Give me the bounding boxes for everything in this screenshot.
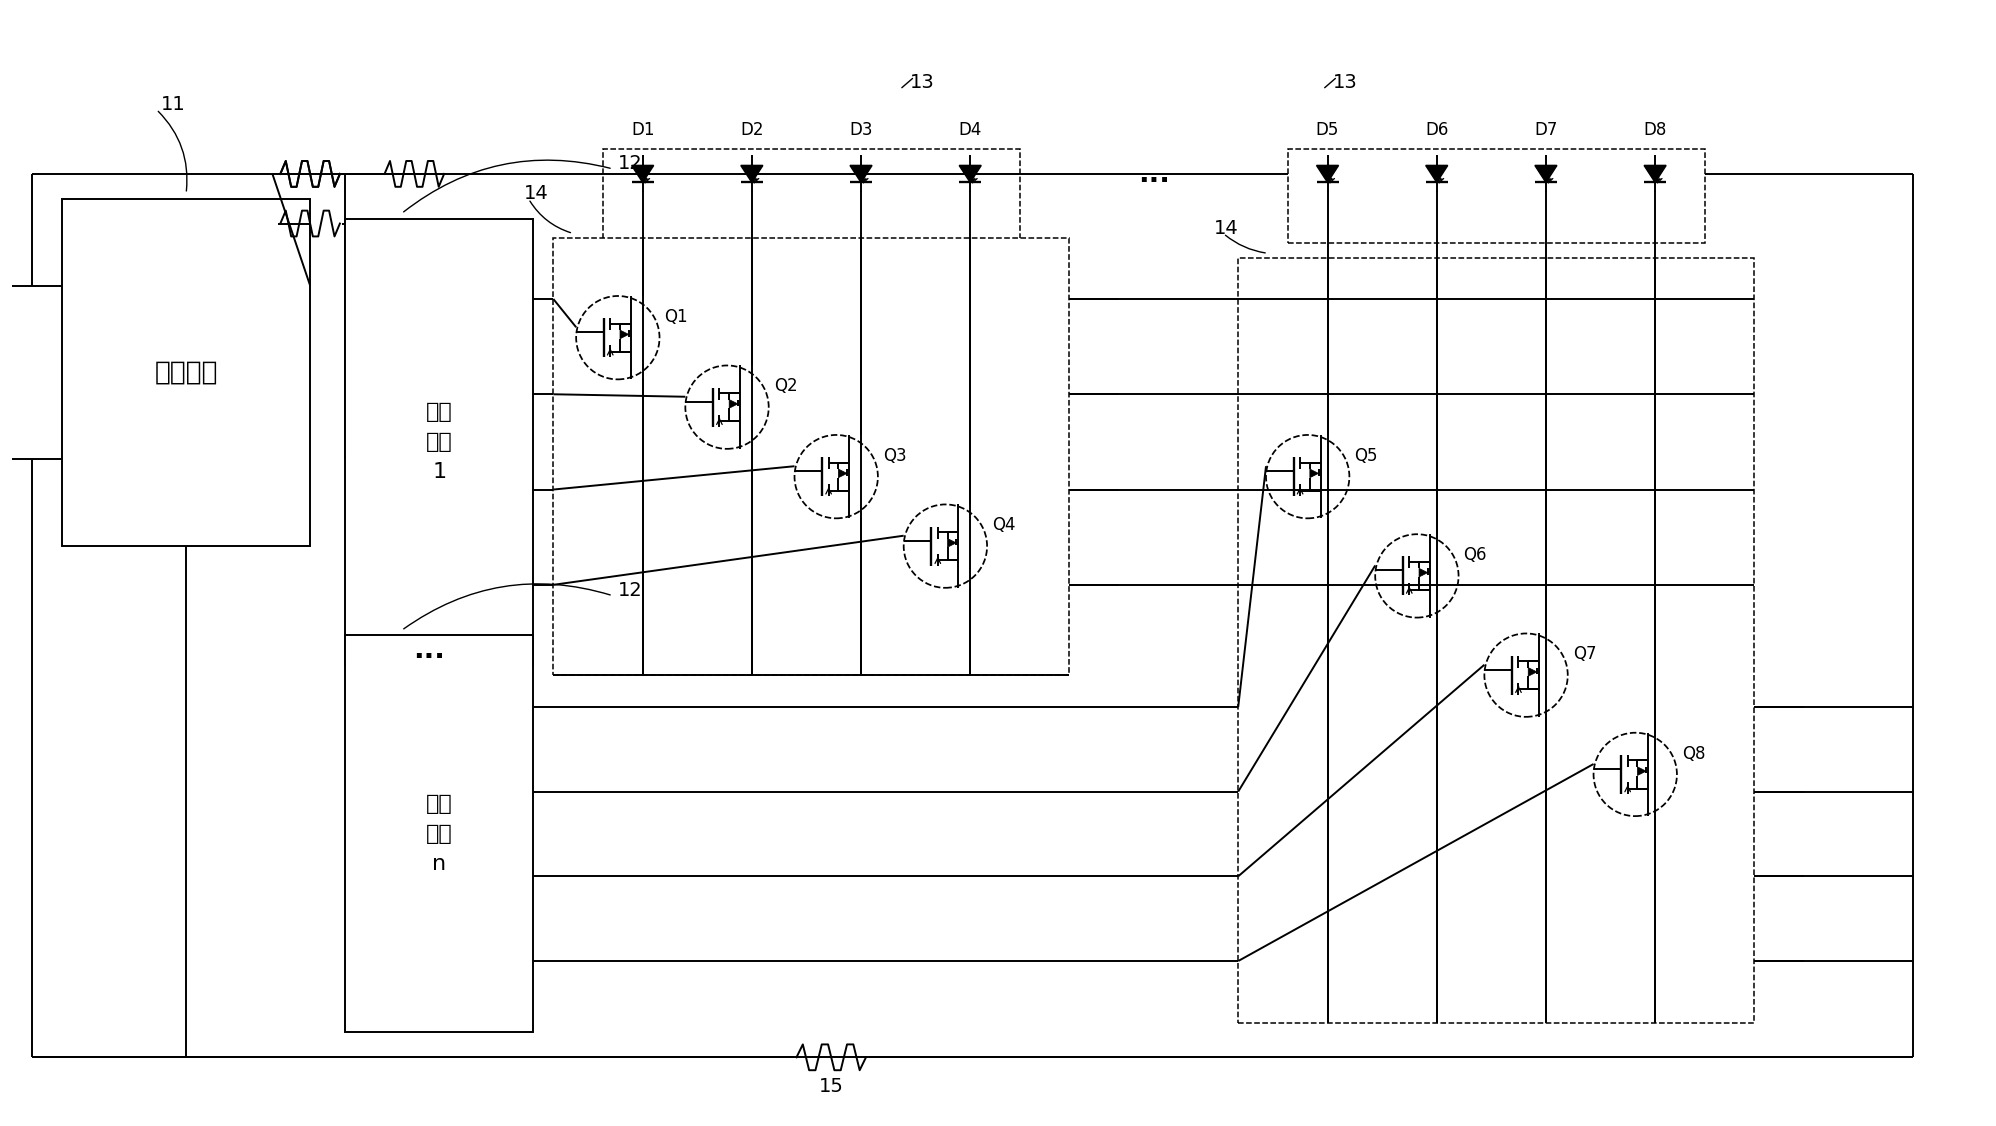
Bar — [345, 635, 533, 1033]
Text: 11: 11 — [162, 95, 186, 114]
Text: ...: ... — [413, 636, 445, 664]
Polygon shape — [1645, 166, 1667, 182]
Polygon shape — [838, 470, 846, 477]
Bar — [345, 218, 533, 665]
Polygon shape — [948, 538, 956, 547]
Text: 13: 13 — [910, 73, 934, 92]
Polygon shape — [741, 166, 762, 182]
Text: 12: 12 — [619, 154, 643, 173]
Bar — [1287, 149, 1705, 243]
Text: D8: D8 — [1643, 122, 1667, 140]
Bar — [1238, 258, 1754, 1022]
Polygon shape — [1317, 166, 1339, 182]
Text: Q8: Q8 — [1683, 744, 1705, 762]
Text: 控制
模块
1: 控制 模块 1 — [425, 402, 453, 482]
Text: Q2: Q2 — [774, 377, 796, 395]
Text: D3: D3 — [848, 122, 872, 140]
Bar — [553, 239, 1070, 676]
Polygon shape — [1419, 569, 1427, 577]
Text: 15: 15 — [818, 1078, 844, 1097]
Text: D7: D7 — [1535, 122, 1557, 140]
Polygon shape — [1425, 166, 1447, 182]
Polygon shape — [631, 166, 653, 182]
Text: 控制
模块
n: 控制 模块 n — [425, 794, 453, 874]
Polygon shape — [850, 166, 872, 182]
Text: Q4: Q4 — [992, 517, 1016, 534]
Text: D6: D6 — [1425, 122, 1449, 140]
Polygon shape — [621, 330, 629, 339]
Text: Q5: Q5 — [1355, 447, 1377, 465]
Text: 14: 14 — [523, 185, 549, 204]
Text: D2: D2 — [741, 122, 764, 140]
Bar — [603, 149, 1020, 243]
Polygon shape — [1535, 166, 1557, 182]
Text: Q6: Q6 — [1463, 546, 1487, 564]
Text: 12: 12 — [619, 581, 643, 600]
Polygon shape — [1637, 767, 1647, 776]
Text: D1: D1 — [631, 122, 655, 140]
Text: Q7: Q7 — [1573, 645, 1597, 663]
Text: D4: D4 — [958, 122, 982, 140]
Text: 电源模块: 电源模块 — [154, 359, 218, 385]
Bar — [62, 198, 309, 546]
Text: 14: 14 — [1214, 218, 1238, 238]
Polygon shape — [729, 400, 739, 409]
Polygon shape — [960, 166, 982, 182]
Polygon shape — [1529, 668, 1537, 677]
Text: ...: ... — [1138, 160, 1170, 188]
Polygon shape — [1309, 470, 1319, 477]
Text: D5: D5 — [1315, 122, 1339, 140]
Text: 13: 13 — [1333, 73, 1357, 92]
Text: Q3: Q3 — [882, 447, 906, 465]
Text: Q1: Q1 — [665, 307, 689, 325]
